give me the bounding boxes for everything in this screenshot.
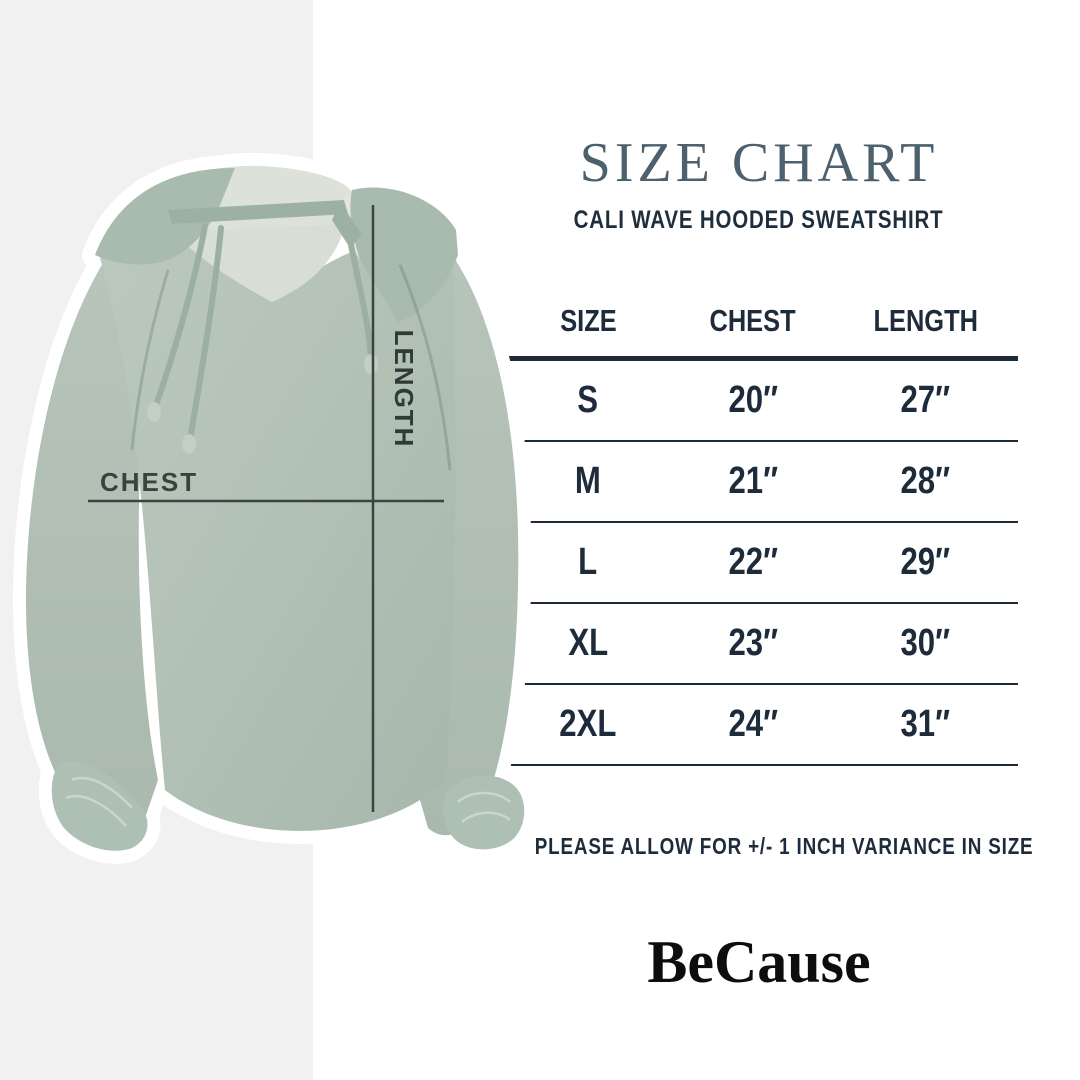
table-row: L 22″ 29″ xyxy=(503,523,1018,604)
table-row: XL 23″ 30″ xyxy=(503,604,1018,685)
size-table: SIZE CHEST LENGTH S 20″ 27″ M 21″ 28″ L … xyxy=(503,285,1018,766)
drawstring-knot xyxy=(332,202,362,248)
info-panel: SIZE CHART CALI WAVE HOODED SWEATSHIRT S… xyxy=(500,0,1033,1080)
variance-note: PLEASE ALLOW FOR +/- 1 INCH VARIANCE IN … xyxy=(534,833,1034,859)
column-header-size: SIZE xyxy=(559,302,617,338)
product-subtitle: CALI WAVE HOODED SWEATSHIRT xyxy=(574,206,944,234)
column-header-length: LENGTH xyxy=(873,302,978,338)
brand-logo: BeCause xyxy=(647,929,871,995)
size-table-header: SIZE CHEST LENGTH xyxy=(503,285,1018,361)
table-row: S 20″ 27″ xyxy=(503,361,1018,442)
length-measure-label: LENGTH xyxy=(389,330,419,449)
left-background-band xyxy=(0,0,313,1080)
table-row: M 21″ 28″ xyxy=(503,442,1018,523)
page-title: SIZE CHART xyxy=(579,132,939,194)
hood-flap-right xyxy=(350,187,458,322)
hood-lining-right xyxy=(342,189,430,260)
table-row: 2XL 24″ 31″ xyxy=(503,685,1018,766)
column-header-chest: CHEST xyxy=(709,302,796,338)
